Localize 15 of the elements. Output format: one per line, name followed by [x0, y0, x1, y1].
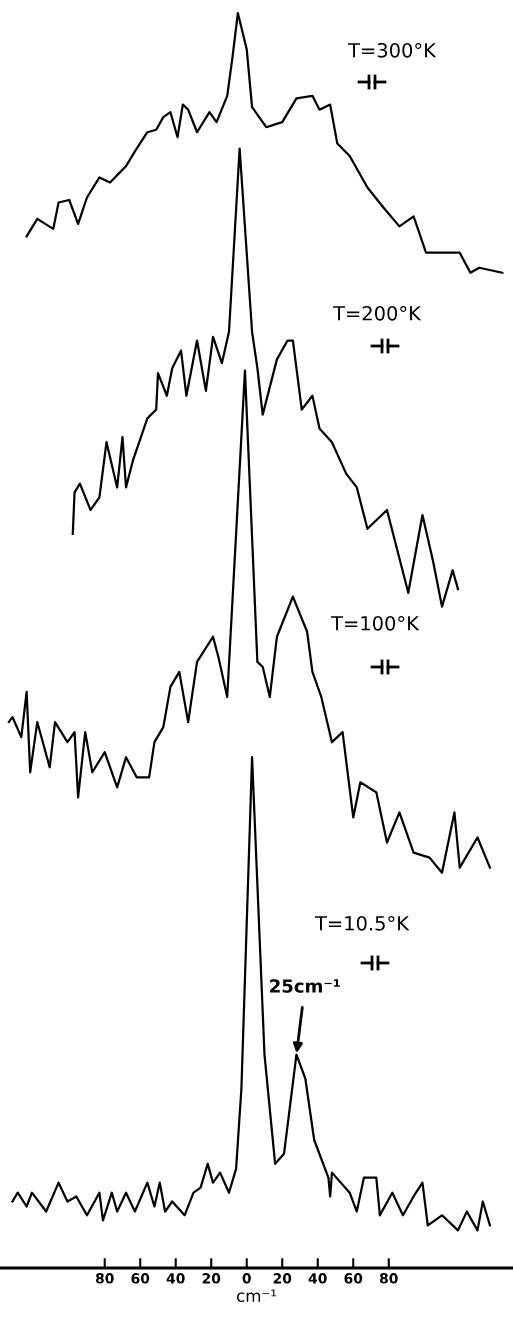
annotation: 25cm⁻¹ — [270, 979, 340, 993]
text: T=300°K — [348, 42, 437, 58]
x-tick-label: 20 — [202, 1273, 221, 1284]
x-tick-label: 20 — [273, 1273, 292, 1284]
x-tick-label: 60 — [131, 1273, 150, 1284]
series-label: T=100°K — [331, 615, 420, 631]
x-tick-label: 80 — [379, 1273, 398, 1284]
text: T=10.5°K — [314, 915, 410, 931]
x-tick-label: 80 — [95, 1273, 114, 1284]
x-tick-label: 60 — [344, 1273, 363, 1284]
x-tick-label: 40 — [166, 1273, 185, 1284]
x-tick-label: 0 — [242, 1273, 251, 1284]
x-axis-title: cm⁻¹ — [236, 1289, 277, 1302]
text: T=200°K — [333, 305, 422, 321]
x-tick-label: 40 — [308, 1273, 327, 1284]
